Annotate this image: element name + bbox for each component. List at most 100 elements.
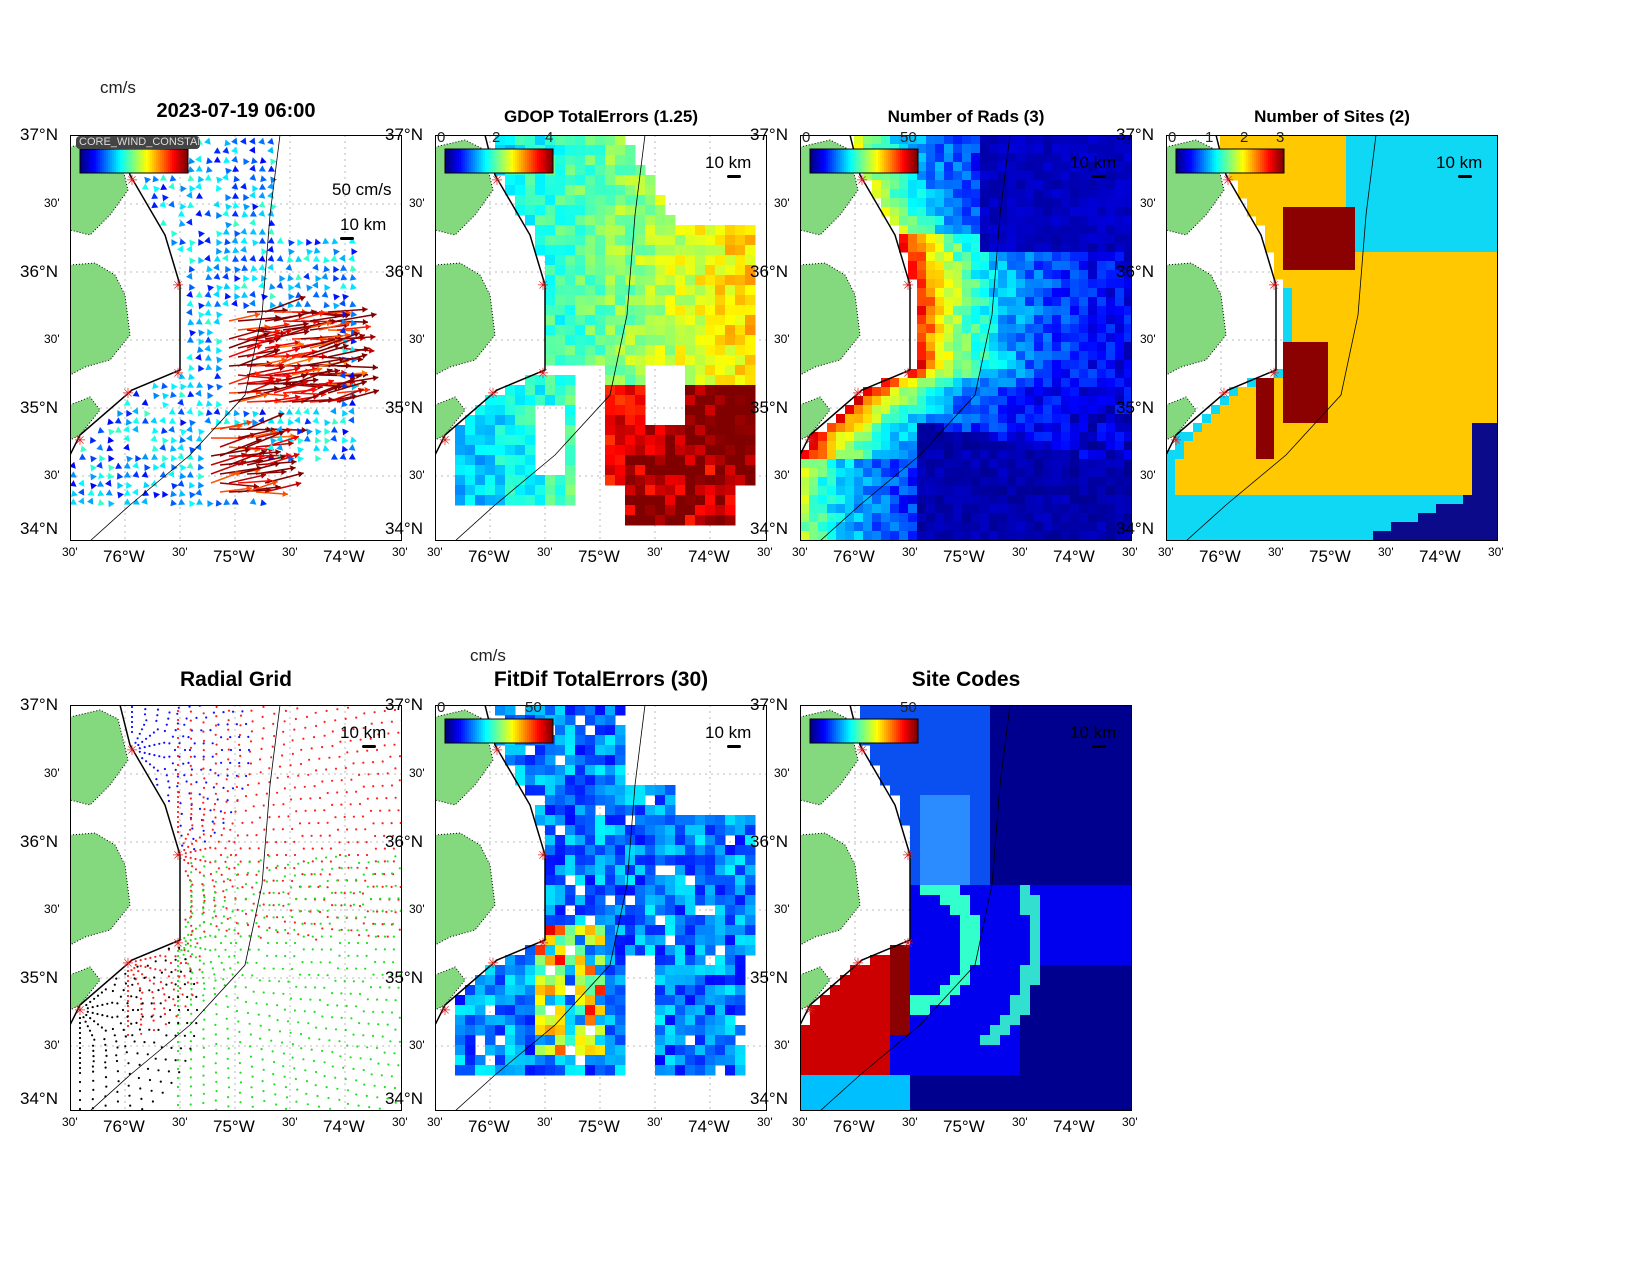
cell <box>881 198 891 208</box>
cell <box>1025 378 1035 388</box>
cell <box>1427 432 1437 442</box>
cell <box>675 485 686 496</box>
cell <box>917 207 927 217</box>
cell <box>645 285 656 296</box>
vector-arrow <box>219 487 252 493</box>
cell <box>1472 468 1482 478</box>
cell <box>555 195 566 206</box>
colorbar-step <box>451 149 454 173</box>
cell <box>1175 522 1185 532</box>
cell <box>899 423 909 433</box>
cell <box>854 135 864 145</box>
x-tick-label: 30' <box>647 545 663 559</box>
cell <box>1115 315 1125 325</box>
vector-arrowhead <box>222 228 230 235</box>
cell <box>645 225 656 236</box>
cell <box>1256 207 1266 217</box>
cell <box>465 435 476 446</box>
cell <box>1043 351 1053 361</box>
cell <box>735 395 746 406</box>
cell <box>1355 360 1365 370</box>
vector-arrowhead <box>162 490 169 498</box>
cell <box>655 345 666 356</box>
cell <box>1043 531 1053 541</box>
cell <box>1124 387 1132 397</box>
cell <box>1454 135 1464 145</box>
cell <box>615 185 626 196</box>
cell <box>1052 243 1062 253</box>
cell <box>545 245 556 256</box>
cell <box>1079 468 1089 478</box>
radial-point <box>241 787 244 790</box>
vector-arrowhead <box>186 407 194 415</box>
cell <box>565 455 576 466</box>
cell <box>695 385 706 396</box>
cell <box>1373 405 1383 415</box>
colorbar-step <box>475 149 478 173</box>
radial-point <box>167 799 171 803</box>
cell <box>1283 153 1293 163</box>
cell <box>980 144 990 154</box>
cell <box>1061 270 1071 280</box>
cell <box>695 235 706 246</box>
cell <box>953 486 963 496</box>
cell <box>1319 387 1329 397</box>
vector-arrowhead <box>253 483 259 490</box>
vector-arrowhead <box>123 498 131 505</box>
site-star-icon: ✳ <box>902 277 914 293</box>
cell <box>890 468 900 478</box>
cell <box>1400 225 1410 235</box>
cell <box>1328 216 1338 226</box>
cell <box>1115 180 1125 190</box>
vector-arrowhead <box>132 390 140 397</box>
cell <box>1007 495 1017 505</box>
cell <box>1463 252 1473 262</box>
cell <box>545 355 556 366</box>
cell <box>1025 180 1035 190</box>
cell <box>836 441 846 451</box>
cell <box>1373 180 1383 190</box>
cell <box>1292 477 1302 487</box>
cell <box>908 207 918 217</box>
cell <box>953 423 963 433</box>
cell <box>1115 531 1125 541</box>
cell <box>1364 234 1374 244</box>
cell <box>1472 441 1482 451</box>
cell <box>655 265 666 276</box>
cell <box>1016 387 1026 397</box>
cell <box>1016 243 1026 253</box>
cell <box>485 415 496 426</box>
cell <box>515 415 526 426</box>
vector-arrowhead <box>267 254 275 262</box>
cell <box>1061 180 1071 190</box>
cell <box>1301 531 1311 541</box>
cell <box>1025 225 1035 235</box>
cell <box>1079 252 1089 262</box>
cell <box>575 255 586 266</box>
radial-point <box>200 729 203 732</box>
cell <box>1445 351 1455 361</box>
cell <box>1301 360 1311 370</box>
cell <box>944 495 954 505</box>
cell <box>1373 450 1383 460</box>
cell <box>1034 423 1044 433</box>
cell <box>935 513 945 523</box>
cell <box>1052 153 1062 163</box>
cell <box>1481 207 1491 217</box>
radial-point <box>202 819 205 822</box>
cell <box>1220 414 1230 424</box>
colorbar-step <box>850 149 853 173</box>
cell <box>1463 324 1473 334</box>
cell <box>899 135 909 145</box>
cell <box>899 450 909 460</box>
cell <box>715 505 726 516</box>
cell <box>1079 225 1089 235</box>
cell <box>845 522 855 532</box>
cell <box>1247 486 1257 496</box>
cell <box>1481 153 1491 163</box>
radial-point <box>217 774 220 777</box>
cell <box>1364 360 1374 370</box>
cell <box>1088 360 1098 370</box>
vector-arrowhead <box>186 300 194 307</box>
cell <box>1274 468 1284 478</box>
